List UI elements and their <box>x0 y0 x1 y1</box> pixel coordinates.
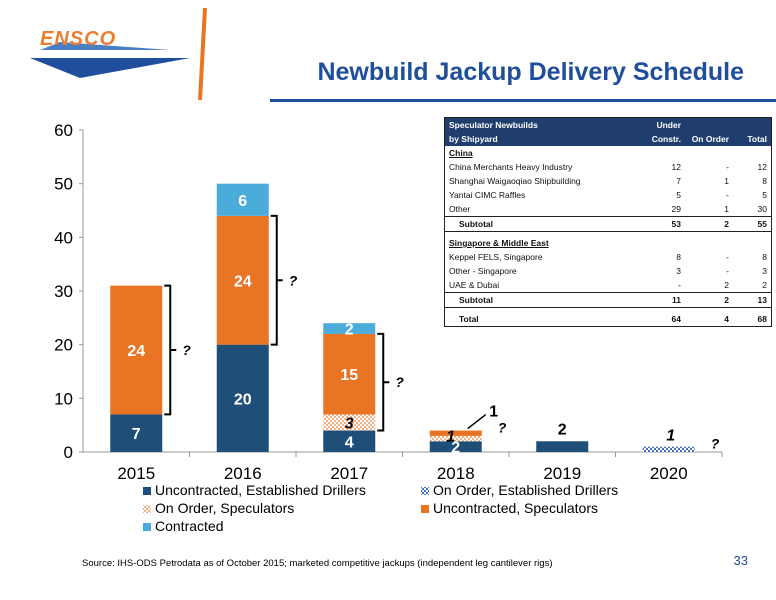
legend-label-contracted: Contracted <box>155 518 223 534</box>
table-subtotal-row: Subtotal 53 2 55 <box>445 216 771 232</box>
title-divider <box>270 99 776 102</box>
bar-segment-uncontracted_established <box>216 344 269 452</box>
legend-swatch-on_order_established <box>421 487 429 495</box>
x-tick-label: 2016 <box>224 464 262 483</box>
data-label: 7 <box>132 426 141 443</box>
bracket-question-mark: ? <box>711 436 720 452</box>
table-subtotal-row: Subtotal 11 2 13 <box>445 292 771 308</box>
data-label: 2 <box>345 322 354 339</box>
x-tick-label: 2020 <box>650 464 688 483</box>
bar-segment-contracted <box>216 183 269 216</box>
legend-label-uncontracted_established: Uncontracted, Established Drillers <box>155 482 366 498</box>
x-tick-label: 2019 <box>543 464 581 483</box>
company-logo-text: ENSCO <box>40 28 117 50</box>
table-row: China Merchants Heavy Industry 12-12 <box>449 162 767 172</box>
bar-segment-uncontracted_established <box>536 441 589 452</box>
table-header-yard-line2: by Shipyard <box>449 134 498 144</box>
table-body: China China Merchants Heavy Industry 12-12… <box>445 146 771 326</box>
data-label: 20 <box>234 391 252 408</box>
bar-segment-on_order_established <box>642 446 695 452</box>
table-header-order: On Order <box>691 134 729 144</box>
y-tick-label: 50 <box>54 175 73 194</box>
table-header-yard-line1: Speculator Newbuilds <box>449 120 538 130</box>
data-label: 3 <box>345 415 354 432</box>
slide-header: ENSCO Newbuild Jackup Delivery Schedule <box>0 0 776 110</box>
table-row: Shanghai Waigaoqiao Shipbuilding 7 1 8 <box>449 176 767 186</box>
callout-line <box>467 413 487 430</box>
bar-segment-uncontracted_speculators <box>429 430 482 436</box>
x-tick-label: 2018 <box>437 464 475 483</box>
data-label: 1 <box>446 428 455 445</box>
legend-label-on_order_established: On Order, Established Drillers <box>433 482 618 498</box>
bracket-question-mark: ? <box>182 342 191 358</box>
table-header: Speculator Newbuilds Under by Shipyard C… <box>445 118 771 146</box>
bar-segment-uncontracted_speculators <box>216 215 269 345</box>
legend-swatch-uncontracted_speculators <box>421 505 429 513</box>
y-tick-label: 40 <box>54 228 73 247</box>
data-label: 1 <box>666 428 675 445</box>
table-header-total: Total <box>747 134 767 144</box>
source-note: Source: IHS-ODS Petrodata as of October … <box>82 558 553 569</box>
page-number: 33 <box>733 553 748 568</box>
bracket <box>164 284 177 416</box>
y-tick-label: 10 <box>54 389 73 408</box>
table-row: Keppel FELS, Singapore 8-8 <box>449 252 767 262</box>
bracket <box>377 332 390 432</box>
bar-segment-contracted <box>323 323 376 334</box>
legend-label-on_order_speculators: On Order, Speculators <box>155 500 294 516</box>
ensco-logo-graphic <box>30 7 207 100</box>
data-label: 1 <box>489 404 498 421</box>
x-tick-label: 2017 <box>330 464 368 483</box>
legend-label-uncontracted_speculators: Uncontracted, Speculators <box>433 500 598 516</box>
bar-segment-uncontracted_established <box>429 441 482 452</box>
legend-swatch-contracted <box>143 523 151 531</box>
data-label: 2 <box>558 421 567 438</box>
bar-segment-uncontracted_speculators <box>110 285 163 415</box>
bar-segment-uncontracted_speculators <box>323 333 376 415</box>
y-tick-label: 0 <box>64 443 73 462</box>
table-header-constr-line2: Constr. <box>651 134 681 144</box>
data-label: 6 <box>238 193 247 210</box>
page-title: Newbuild Jackup Delivery Schedule <box>317 58 744 86</box>
bar-segment-on_order_speculators <box>429 435 482 442</box>
speculator-newbuilds-table: Speculator Newbuilds Under by Shipyard C… <box>444 117 772 327</box>
data-label: 15 <box>340 367 358 384</box>
y-tick-label: 20 <box>54 336 73 355</box>
bracket-question-mark: ? <box>395 374 404 390</box>
legend-swatch-on_order_speculators <box>143 505 151 513</box>
data-label: 4 <box>345 434 354 451</box>
table-row: Other 29 1 30 <box>449 204 767 214</box>
data-label: 2 <box>451 440 460 457</box>
table-section-heading: Singapore & Middle East <box>449 238 549 248</box>
bar-segment-uncontracted_established <box>323 430 376 452</box>
table-section-heading: China <box>449 148 473 158</box>
table-total-row: Total 64 4 68 <box>459 314 767 324</box>
table-row: Other - Singapore 3-3 <box>449 266 767 276</box>
legend-swatch-uncontracted_established <box>143 487 151 495</box>
bracket <box>270 214 283 346</box>
bar-segment-uncontracted_established <box>110 414 163 452</box>
bracket-question-mark: ? <box>498 420 507 436</box>
table-header-constr-line1: Under <box>656 120 681 130</box>
data-label: 24 <box>234 273 252 290</box>
table-row: UAE & Dubai -2 2 <box>449 280 767 290</box>
bracket-question-mark: ? <box>289 272 298 288</box>
x-tick-label: 2015 <box>117 464 155 483</box>
data-label: 24 <box>127 343 145 360</box>
table-row: Yantai CIMC Raffles 5-5 <box>449 190 767 200</box>
y-tick-label: 30 <box>54 282 73 301</box>
y-tick-label: 60 <box>54 121 73 140</box>
bar-segment-on_order_speculators <box>323 414 376 431</box>
